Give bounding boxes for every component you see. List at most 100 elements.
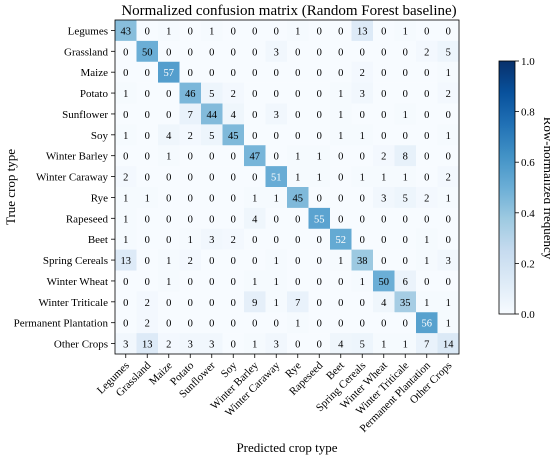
heatmap-cell [437,270,460,292]
heatmap-cell [222,40,245,63]
cell-value-label: 1 [360,173,365,184]
heatmap-cell [244,82,266,104]
heatmap-cell [308,249,331,271]
heatmap-cell [115,270,137,292]
colorbar-tick-label: 0.0 [521,309,535,321]
cell-value-label: 3 [360,89,365,100]
heatmap-cell [265,312,288,334]
heatmap-cell [136,166,159,188]
cell-value-label: 0 [338,173,343,184]
heatmap-cell [308,333,331,355]
heatmap-cell [330,291,352,313]
heatmap-cell [244,145,266,167]
heatmap-cell [394,40,417,63]
heatmap-cell [287,207,309,230]
heatmap-cell [437,228,460,250]
heatmap-cell [373,207,395,230]
heatmap-cell [437,145,460,167]
heatmap-cell [115,20,137,42]
heatmap-cell [416,312,438,334]
cell-value-label: 0 [403,47,408,58]
heatmap-cell [416,228,438,250]
cell-value-label: 1 [209,26,214,37]
cell-value-label: 13 [142,340,153,351]
cell-value-label: 0 [188,68,193,79]
heatmap-cell [394,312,417,334]
heatmap-cell [373,249,395,271]
heatmap-cell [222,207,245,230]
heatmap-cell [158,333,180,355]
cell-value-label: 0 [446,235,451,246]
cell-value-label: 0 [274,214,279,225]
cell-value-label: 0 [424,214,429,225]
cell-value-label: 0 [424,68,429,79]
heatmap-cell [244,270,266,292]
cell-value-label: 0 [231,256,236,267]
cell-value-label: 1 [123,89,128,100]
cell-value-label: 0 [381,319,386,330]
heatmap-cell [330,20,352,42]
cell-value-label: 0 [338,193,343,204]
cell-value-label: 55 [314,214,325,225]
heatmap-cell [351,291,374,313]
cell-value-label: 7 [295,298,300,309]
cell-value-label: 57 [164,68,175,79]
heatmap-cell [136,228,159,250]
y-tick-label: Winter Wheat [47,276,108,288]
heatmap-cell [158,270,180,292]
heatmap-cell [265,40,288,63]
chart-title: Normalized confusion matrix (Random Fore… [121,3,456,19]
cell-value-label: 0 [145,26,150,37]
heatmap-cell [351,249,374,271]
cell-value-label: 1 [381,340,386,351]
cell-value-label: 0 [317,131,322,142]
heatmap-cell [373,312,395,334]
heatmap-cell [265,166,288,188]
cell-value-label: 0 [209,193,214,204]
heatmap-cell [437,166,460,188]
heatmap-cell [330,333,352,355]
heatmap-cell [351,20,374,42]
cell-value-label: 51 [271,173,282,184]
cell-value-label: 0 [166,47,171,58]
cell-value-label: 0 [274,235,279,246]
cell-value-label: 1 [317,152,322,163]
heatmap-cell [136,82,159,104]
heatmap-cell [158,312,180,334]
heatmap-cell [158,145,180,167]
heatmap-cell [115,291,137,313]
cell-value-label: 0 [424,110,429,121]
cell-value-label: 1 [338,110,343,121]
cell-value-label: 44 [207,110,218,121]
cell-value-label: 0 [166,214,171,225]
heatmap-cell [179,145,202,167]
cell-value-label: 2 [381,152,386,163]
cell-value-label: 1 [424,298,429,309]
cell-value-label: 1 [145,193,150,204]
cell-value-label: 0 [274,68,279,79]
cell-value-label: 0 [145,152,150,163]
heatmap-cell [394,291,417,313]
cell-value-label: 0 [166,319,171,330]
heatmap-cell [158,61,180,83]
y-tick-labels: Legumes Grassland Maize Potato Sunflower Soy W… [14,25,115,351]
cell-value-label: 3 [209,340,214,351]
heatmap-cell [287,228,309,250]
cell-value-label: 0 [317,235,322,246]
cell-value-label: 0 [360,235,365,246]
cell-value-label: 2 [424,47,429,58]
cell-value-label: 0 [231,340,236,351]
heatmap-cell [201,312,223,334]
cell-value-label: 1 [295,152,300,163]
cell-value-label: 0 [381,89,386,100]
cell-value-label: 0 [188,152,193,163]
cell-value-label: 0 [381,110,386,121]
colorbar: 0.0 0.2 0.4 0.6 0.8 1.0 Row-normalized freque… [498,56,550,321]
cell-value-label: 1 [252,193,257,204]
heatmap-cell [179,103,202,125]
colorbar-tick-label: 0.4 [521,208,535,220]
heatmap-cell [437,103,460,125]
cell-value-label: 1 [274,277,279,288]
heatmap-cell [351,166,374,188]
heatmap-cell [222,82,245,104]
